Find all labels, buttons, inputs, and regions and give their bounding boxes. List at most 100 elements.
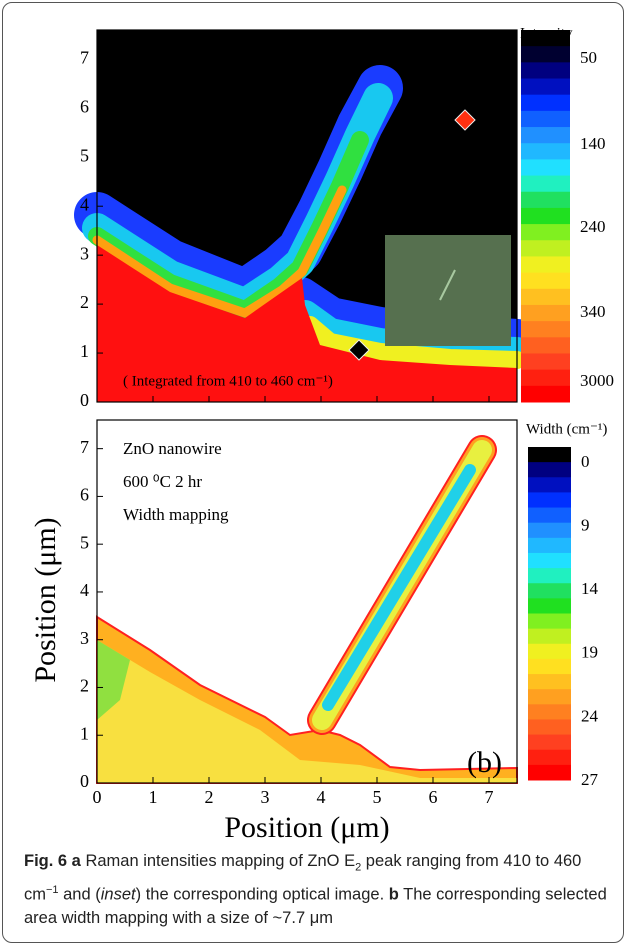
annotation: ZnO nanowire	[123, 49, 222, 68]
colorbar-swatch	[521, 353, 570, 371]
colorbar-swatch	[528, 658, 571, 675]
colorbar-swatch	[528, 522, 571, 539]
colorbar-swatch	[521, 304, 570, 322]
colorbar-swatch	[528, 749, 571, 766]
map-a	[74, 30, 540, 402]
colorbar-swatch	[528, 674, 571, 690]
x-tick-label: 2	[205, 787, 214, 807]
colorbar-tick-label: 140	[580, 134, 606, 153]
y-tick-label: 1	[80, 723, 89, 743]
colorbar-swatch	[521, 256, 570, 274]
colorbar-swatch	[521, 369, 570, 387]
y-tick-label: 1	[80, 341, 89, 361]
colorbar-swatch	[528, 583, 571, 599]
colorbar-swatch	[521, 159, 570, 177]
colorbar-swatch	[528, 643, 571, 660]
colorbar-swatch	[528, 447, 571, 463]
y-tick-label: 7	[80, 47, 89, 67]
caption-text: ) the corresponding optical image.	[135, 885, 389, 904]
colorbar-swatch	[521, 191, 570, 209]
colorbar-swatch	[521, 94, 570, 112]
colorbar-swatch	[521, 175, 570, 193]
colorbar-tick-label: 3000	[580, 371, 614, 390]
colorbar-swatch	[521, 62, 570, 80]
colorbar-swatch	[521, 385, 570, 403]
caption: Fig. 6 a Raman intensities mapping of Zn…	[24, 850, 614, 930]
x-tick-label: 3	[261, 787, 270, 807]
colorbar-tick-label: 240	[580, 217, 606, 236]
colorbar-tick-label: 19	[581, 643, 598, 662]
caption-text: −1	[46, 884, 59, 897]
caption-text: The corresponding selected area width ma…	[24, 885, 607, 927]
colorbar-swatch	[521, 337, 570, 354]
colorbar-swatch	[528, 689, 571, 705]
colorbar-tick-label: 24	[581, 706, 599, 725]
y-tick-label: 2	[80, 292, 89, 312]
y-axis-title: Position (μm)	[29, 517, 62, 682]
colorbar-swatch	[521, 46, 570, 63]
y-tick-label: 3	[80, 628, 89, 648]
x-tick-label: 4	[317, 787, 326, 807]
annotation: ZnO nanowire	[123, 439, 222, 458]
colorbar-tick-label: 340	[580, 302, 606, 321]
colorbar-tick-label: 27	[581, 770, 599, 789]
annotation: 600 ⁰C 2 hr	[123, 472, 202, 491]
colorbar-swatch	[528, 764, 571, 781]
colorbar-tick-label: 14	[581, 579, 599, 598]
y-tick-label: 4	[80, 194, 89, 214]
y-tick-label: 5	[80, 145, 89, 165]
colorbar-swatch	[528, 704, 571, 720]
colorbar-tick-label: 0	[581, 452, 590, 471]
colorbar-title: Intensity	[520, 25, 573, 41]
colorbar-swatch	[521, 272, 570, 290]
panel-label: (a)	[465, 45, 498, 78]
colorbar-swatch	[528, 462, 571, 478]
colorbar-swatch	[528, 492, 571, 509]
colorbar-title: Width (cm⁻¹)	[526, 421, 607, 437]
plot-frame	[96, 419, 518, 784]
caption-text: b	[388, 885, 399, 904]
x-tick-label: 5	[373, 787, 382, 807]
caption-text: peak ranging from 410 to 460 cm	[24, 852, 582, 904]
annotation: Width mapping	[123, 505, 229, 524]
colorbar-swatch	[528, 628, 571, 645]
plot-frame	[96, 29, 518, 403]
y-tick-label: 4	[80, 580, 89, 600]
caption-text: 2	[355, 861, 362, 874]
caption-text: Raman intensities mapping of ZnO E	[80, 852, 356, 870]
map-b	[96, 435, 518, 784]
colorbar-swatch	[528, 568, 571, 584]
y-tick-label: 0	[80, 390, 89, 410]
colorbar-tick-label: 9	[581, 516, 590, 535]
x-tick-label: 0	[93, 787, 102, 807]
x-tick-label: 1	[149, 787, 158, 807]
colorbar-swatch	[521, 240, 570, 257]
colorbar-swatch	[521, 127, 570, 144]
colorbar-swatch	[528, 507, 571, 524]
y-tick-label: 5	[80, 532, 89, 552]
x-axis-title: Position (μm)	[224, 811, 389, 844]
note: ( Integrated from 410 to 460 cm⁻¹)	[123, 373, 333, 389]
colorbar-swatch	[521, 224, 570, 241]
x-tick-label: 7	[485, 787, 494, 807]
colorbar-swatch	[528, 734, 571, 751]
colorbar-swatch	[521, 30, 570, 47]
colorbar-swatch	[528, 598, 571, 614]
y-tick-label: 6	[80, 96, 89, 116]
colorbar-swatch	[521, 143, 570, 160]
y-tick-label: 3	[80, 243, 89, 263]
caption-text: inset	[100, 885, 136, 904]
colorbar-swatch	[521, 207, 570, 225]
y-tick-label: 6	[80, 485, 89, 505]
caption-text: and (	[58, 885, 101, 904]
caption-text: a	[67, 852, 81, 870]
colorbar-tick-label: 50	[580, 48, 597, 67]
x-tick-label: 6	[429, 787, 438, 807]
colorbar-swatch	[528, 552, 571, 569]
colorbar-swatch	[521, 78, 570, 96]
y-tick-label: 7	[80, 437, 89, 457]
y-tick-label: 0	[80, 771, 89, 791]
